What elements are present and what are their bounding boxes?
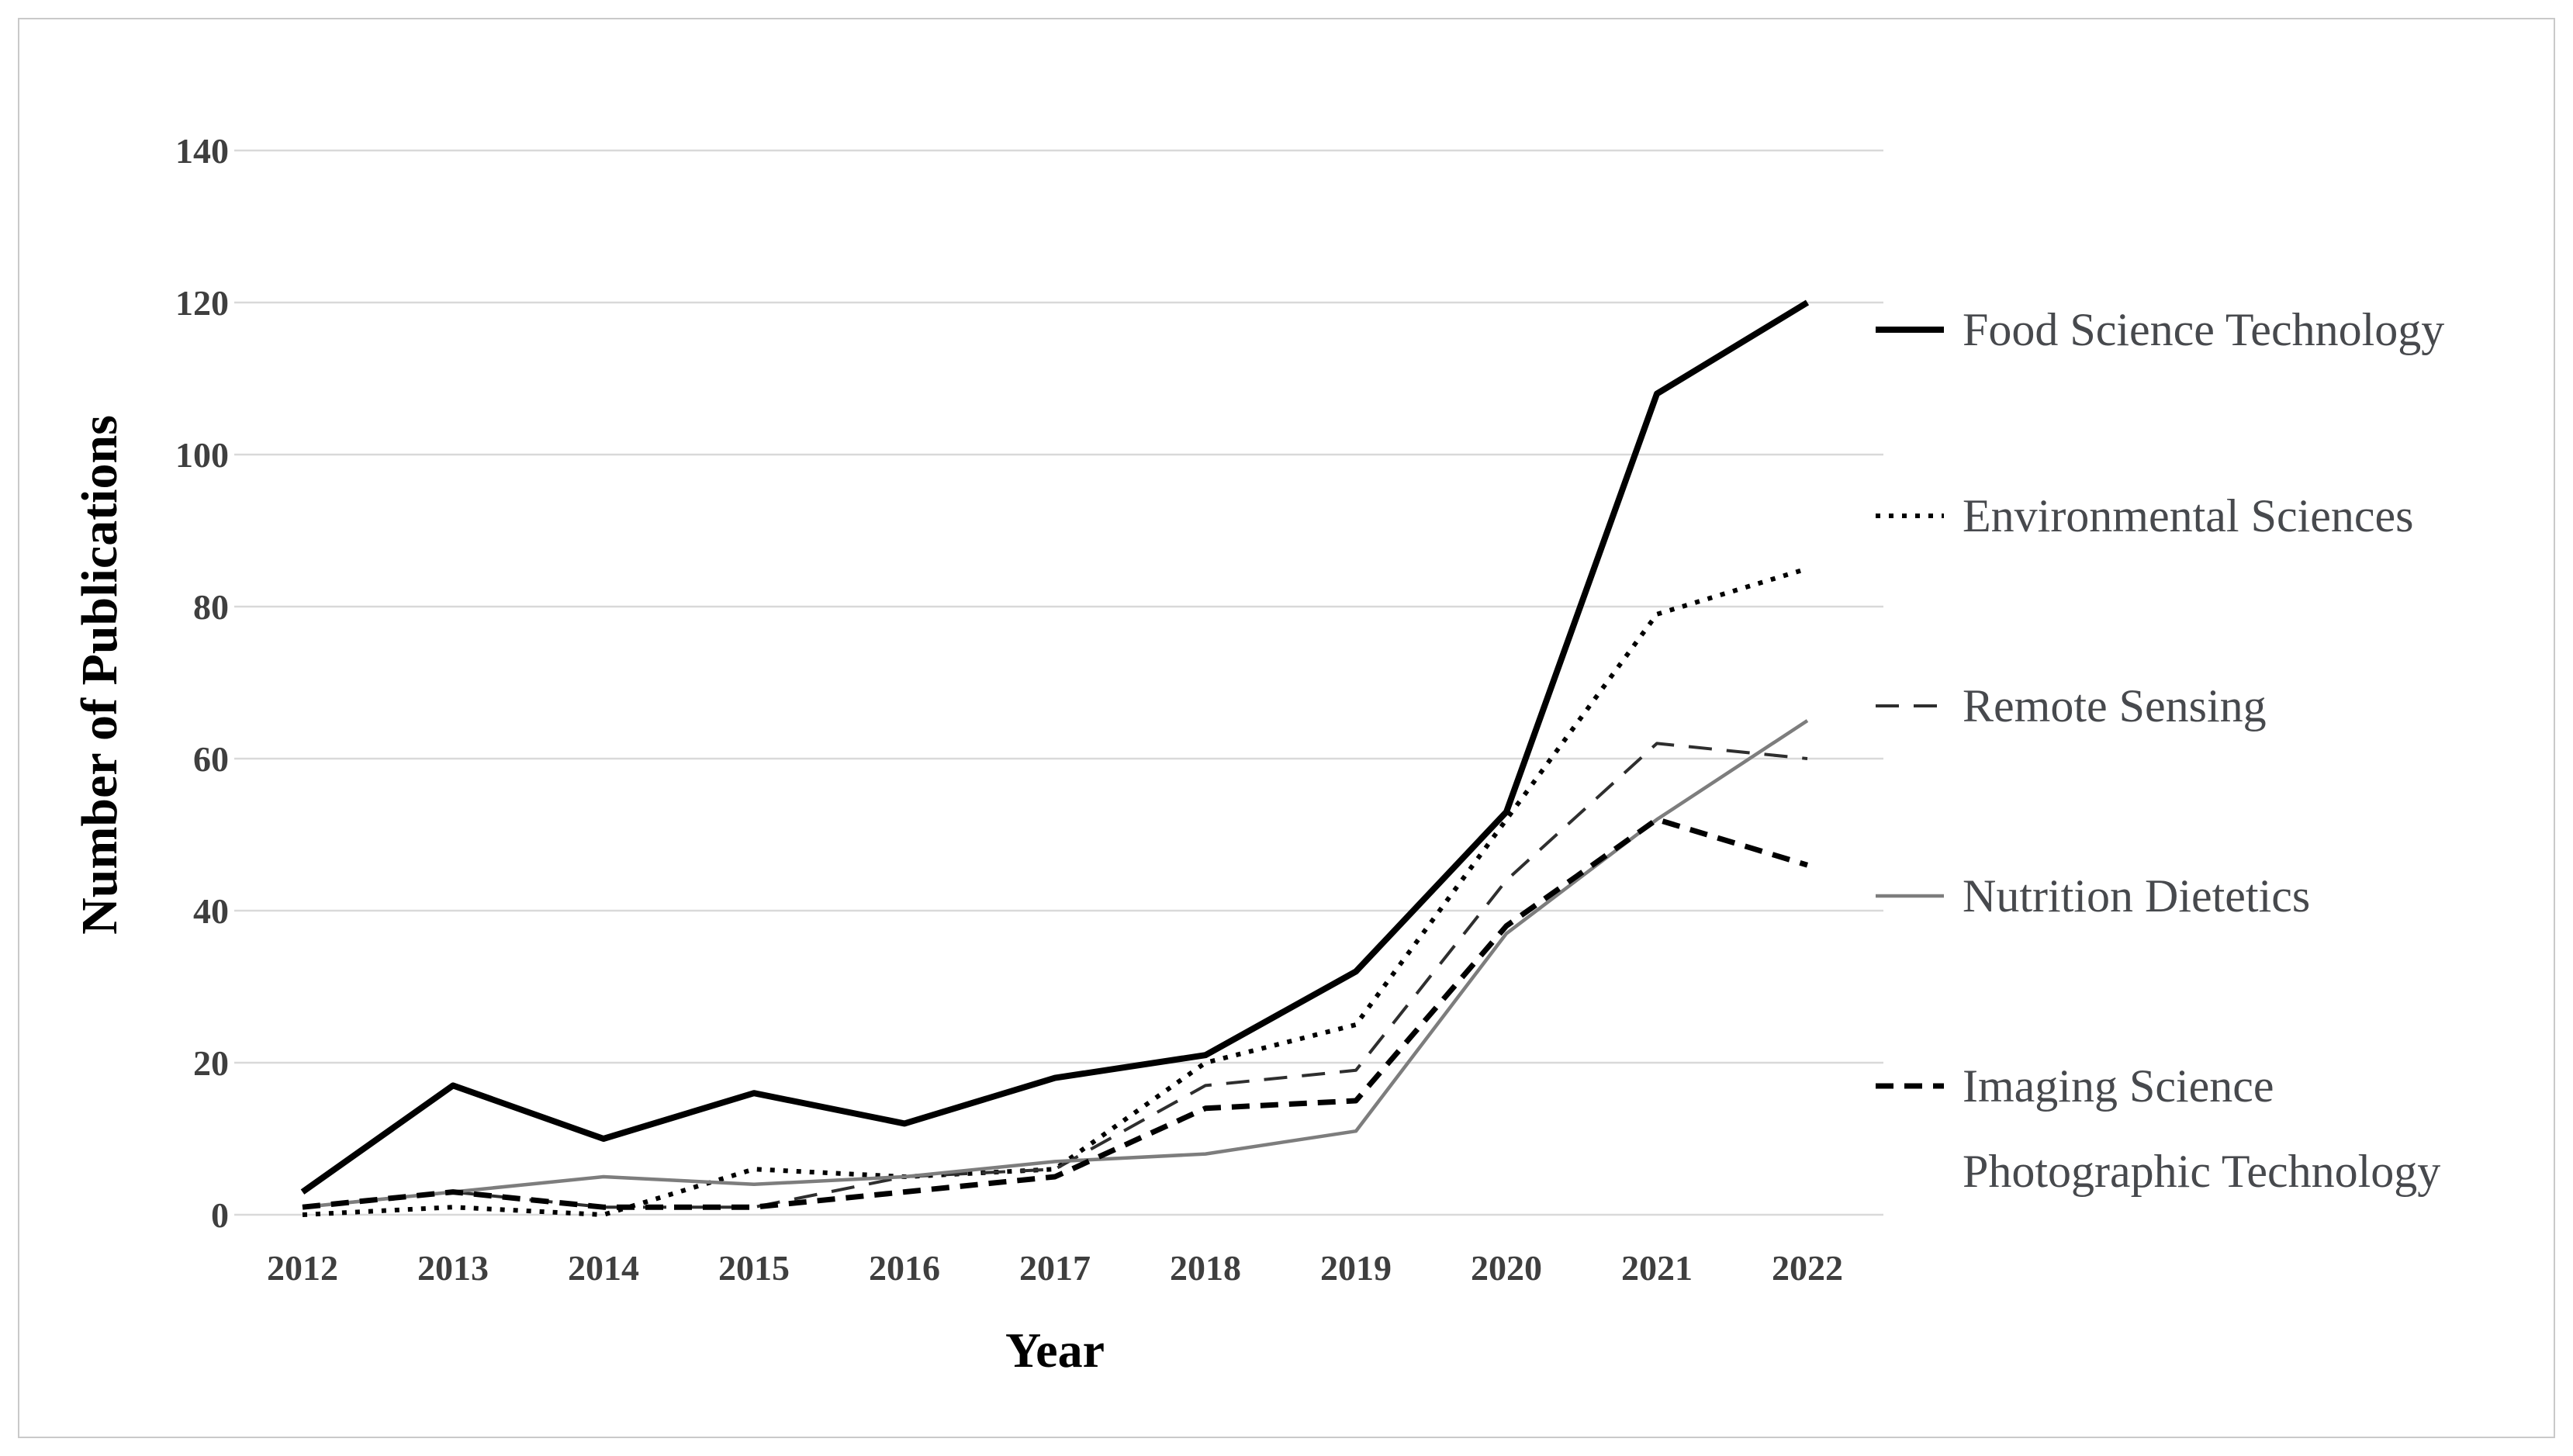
y-tick-label-0: 0 — [211, 1195, 229, 1235]
x-tick-label-2016: 2016 — [869, 1248, 940, 1288]
figure-border — [18, 18, 2555, 1438]
legend-item-food-science-technology: Food Science Technology — [1876, 304, 2444, 355]
y-axis-title: Number of Publications — [71, 415, 128, 935]
y-tick-label-80: 80 — [193, 587, 229, 627]
x-tick-label-2019: 2019 — [1320, 1248, 1392, 1288]
legend-label-imaging-science-photographic-technology-line2: Photographic Technology — [1963, 1146, 2440, 1197]
x-tick-label-2013: 2013 — [417, 1248, 489, 1288]
x-axis-title: Year — [1005, 1323, 1105, 1378]
legend: Food Science Technology Environmental Sci… — [1876, 304, 2444, 1197]
x-tick-label-2020: 2020 — [1471, 1248, 1542, 1288]
x-tick-label-2022: 2022 — [1772, 1248, 1843, 1288]
y-tick-label-40: 40 — [193, 891, 229, 931]
x-tick-label-2015: 2015 — [718, 1248, 790, 1288]
gridlines-layer — [234, 149, 1883, 1216]
series-line-remote-sensing — [302, 742, 1808, 1209]
y-tick-label-140: 140 — [175, 131, 229, 171]
legend-label-environmental-sciences: Environmental Sciences — [1963, 490, 2413, 541]
series-line-nutrition-dietetics — [302, 719, 1809, 1209]
x-tick-label-2018: 2018 — [1170, 1248, 1241, 1288]
y-tick-label-120: 120 — [175, 283, 229, 323]
x-tick-label-2017: 2017 — [1019, 1248, 1091, 1288]
series-layer — [300, 299, 1810, 1217]
legend-label-food-science-technology: Food Science Technology — [1963, 304, 2444, 355]
y-tick-label-100: 100 — [175, 435, 229, 475]
x-tick-label-2012: 2012 — [267, 1248, 338, 1288]
series-line-imaging-science-photographic-technology — [302, 816, 1809, 1210]
legend-item-environmental-sciences: Environmental Sciences — [1876, 490, 2413, 541]
legend-label-nutrition-dietetics: Nutrition Dietetics — [1963, 870, 2310, 922]
y-tick-label-20: 20 — [193, 1043, 229, 1083]
legend-item-nutrition-dietetics: Nutrition Dietetics — [1876, 870, 2310, 922]
series-line-food-science-technology — [300, 299, 1810, 1195]
y-tick-labels: 0 20 40 60 80 100 120 140 — [175, 131, 229, 1235]
x-tick-label-2021: 2021 — [1621, 1248, 1693, 1288]
series-line-environmental-sciences — [302, 566, 1808, 1217]
legend-item-remote-sensing: Remote Sensing — [1876, 680, 2267, 731]
y-tick-label-60: 60 — [193, 739, 229, 779]
legend-label-imaging-science-photographic-technology: Imaging Science — [1963, 1060, 2274, 1112]
legend-item-imaging-science-photographic-technology: Imaging Science Photographic Technology — [1876, 1060, 2440, 1197]
legend-label-remote-sensing: Remote Sensing — [1963, 680, 2267, 731]
x-tick-labels: 2012 2013 2014 2015 2016 2017 2018 2019 2020 2021… — [267, 1248, 1843, 1288]
x-tick-label-2014: 2014 — [568, 1248, 639, 1288]
